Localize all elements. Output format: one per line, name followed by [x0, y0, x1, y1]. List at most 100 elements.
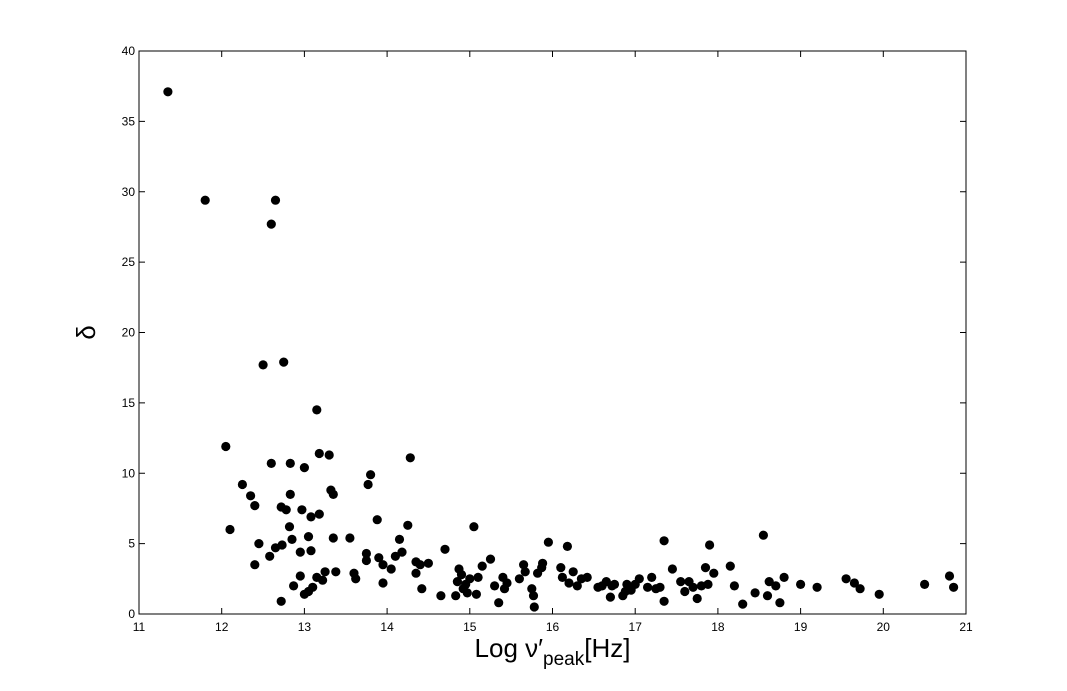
data-points: [163, 87, 959, 612]
data-point: [647, 572, 657, 583]
data-point: [299, 463, 309, 473]
y-tick-label: 0: [128, 607, 135, 621]
data-point: [351, 574, 361, 584]
data-point: [417, 584, 427, 594]
data-point: [538, 558, 548, 568]
data-point: [225, 524, 235, 535]
data-point: [562, 541, 573, 552]
data-point: [527, 584, 537, 594]
data-point: [456, 570, 467, 580]
y-tick-label: 5: [128, 537, 135, 551]
data-point: [771, 581, 781, 591]
data-point: [374, 553, 384, 563]
data-point: [655, 582, 665, 592]
y-tick-label: 20: [122, 326, 136, 340]
data-point: [250, 501, 260, 511]
data-point: [605, 592, 616, 602]
data-point: [949, 582, 959, 592]
data-point: [703, 579, 713, 590]
data-point: [659, 536, 669, 546]
data-point: [490, 581, 500, 591]
data-point: [361, 555, 371, 566]
data-point: [270, 195, 281, 205]
data-point: [855, 584, 865, 594]
axis-tick-labels: 11 12 13 14 15 16 17 18 19 20 21 0 5 10 15 20 25 30 35 40: [122, 44, 973, 634]
data-point: [944, 571, 955, 581]
data-point: [266, 458, 276, 468]
data-point: [471, 589, 481, 599]
data-point: [386, 564, 396, 574]
data-point: [667, 564, 678, 574]
data-point: [582, 572, 592, 583]
data-point: [295, 547, 305, 557]
data-point: [328, 489, 338, 499]
data-point: [440, 544, 450, 554]
data-point: [451, 591, 461, 601]
data-point: [390, 551, 400, 561]
data-point: [295, 571, 305, 581]
data-point: [634, 574, 644, 584]
data-point: [308, 582, 318, 592]
axis-ticks: [138, 50, 967, 615]
x-tick-label: 14: [380, 620, 394, 634]
data-point: [423, 558, 433, 568]
y-tick-label: 10: [122, 466, 136, 480]
data-point: [779, 572, 789, 583]
data-point: [557, 572, 568, 583]
data-point: [405, 453, 415, 463]
x-tick-label: 18: [711, 620, 725, 634]
data-point: [572, 581, 582, 591]
data-point: [543, 537, 554, 547]
x-axis-title: Log ν′peak[Hz]: [475, 633, 631, 670]
data-point: [397, 547, 407, 557]
data-point: [287, 534, 297, 545]
data-point: [841, 574, 851, 584]
y-axis-title: δ: [71, 325, 101, 339]
data-point: [920, 579, 930, 590]
data-point: [403, 520, 413, 530]
y-tick-label: 30: [122, 185, 136, 199]
data-point: [452, 577, 462, 587]
x-tick-label: 17: [629, 620, 643, 634]
x-tick-label: 19: [794, 620, 808, 634]
data-point: [314, 509, 324, 519]
data-point: [254, 539, 264, 549]
data-point: [874, 589, 884, 599]
data-point: [465, 574, 475, 584]
data-point: [297, 505, 307, 515]
x-tick-label: 16: [546, 620, 560, 634]
data-point: [520, 567, 530, 577]
data-point: [643, 582, 653, 592]
data-point: [266, 219, 276, 229]
data-point: [775, 598, 785, 608]
data-point: [796, 579, 806, 590]
x-axis-title-subscript: peak: [543, 649, 585, 670]
data-point: [394, 534, 405, 545]
data-point: [680, 586, 690, 597]
x-axis-title-main: Log ν′: [475, 633, 544, 663]
data-point: [372, 515, 382, 525]
data-point: [849, 578, 860, 588]
data-point: [609, 579, 620, 590]
data-point: [328, 533, 338, 543]
data-point: [519, 560, 529, 570]
data-point: [378, 560, 388, 570]
data-point: [306, 546, 316, 556]
data-point: [289, 581, 299, 591]
y-tick-label: 25: [122, 255, 136, 269]
data-point: [485, 554, 496, 564]
data-point: [312, 405, 322, 415]
y-tick-label: 15: [122, 396, 136, 410]
data-point: [812, 582, 822, 592]
data-point: [284, 522, 295, 532]
data-point: [709, 568, 719, 578]
data-point: [258, 360, 268, 370]
data-point: [285, 489, 295, 499]
y-tick-label: 35: [122, 114, 136, 128]
data-point: [705, 540, 715, 550]
data-point: [494, 598, 504, 608]
data-point: [345, 533, 355, 543]
data-point: [529, 602, 539, 612]
